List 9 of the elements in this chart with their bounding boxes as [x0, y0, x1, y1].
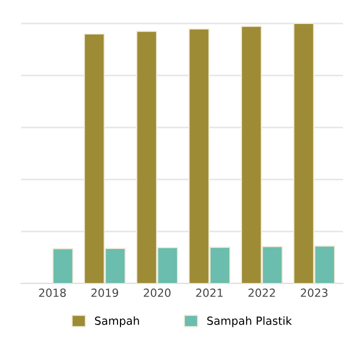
bar: [52, 248, 74, 284]
x-tick-label: 2020: [144, 288, 171, 297]
x-tick-label: 2018: [39, 288, 66, 297]
x-tick-label: 2019: [91, 288, 118, 297]
x-tick-label: 2023: [300, 288, 328, 297]
x-tick-label: 2021: [196, 288, 223, 297]
x-tick-label: 2022: [248, 288, 275, 297]
legend-label: Sampah: [95, 316, 139, 328]
legend-label: Sampah Plastik: [207, 316, 292, 328]
